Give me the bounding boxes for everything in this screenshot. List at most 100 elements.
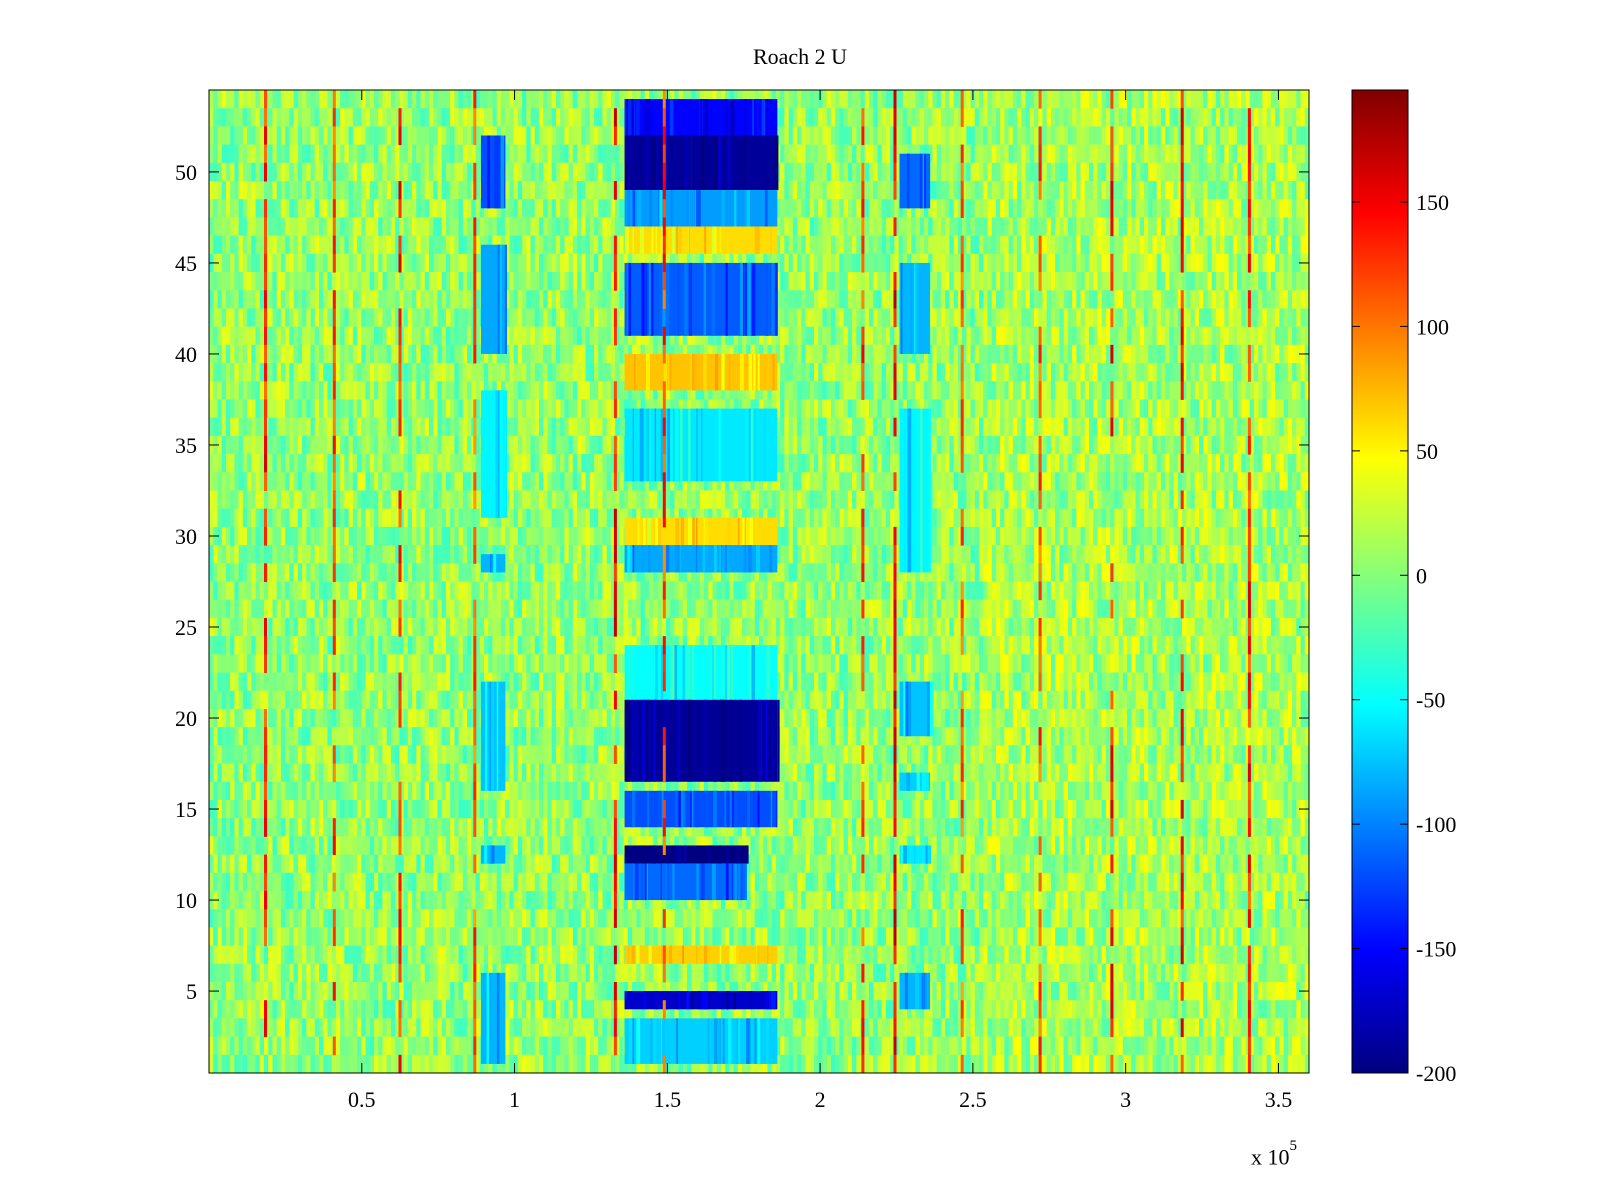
heat-cell	[441, 253, 447, 273]
heat-cell	[234, 435, 240, 455]
heat-cell	[619, 199, 625, 219]
heat-cell	[547, 290, 553, 310]
heat-cell	[259, 344, 265, 364]
heat-cell	[327, 363, 333, 382]
heat-cell	[259, 399, 265, 419]
heat-cell	[251, 253, 257, 273]
heat-cell	[310, 181, 316, 200]
heat-cell	[255, 235, 261, 255]
heat-cell	[712, 326, 718, 346]
heat-cell	[699, 381, 705, 401]
heat-cell	[1249, 326, 1255, 346]
heat-cell	[1156, 344, 1162, 364]
heat-cell	[953, 344, 959, 364]
heat-cell	[665, 326, 671, 346]
heat-cell	[467, 108, 472, 127]
heat-cell	[247, 253, 252, 273]
heat-cell	[302, 344, 307, 364]
heat-cell	[979, 326, 984, 346]
heat-cell	[775, 181, 781, 200]
heat-cell	[420, 399, 426, 419]
heat-cell	[534, 162, 540, 182]
heat-cell	[797, 344, 802, 364]
heat-cell	[1228, 326, 1234, 346]
heat-cell	[890, 344, 895, 364]
heat-cell	[902, 381, 908, 401]
heat-cell	[513, 308, 519, 328]
heat-cell	[1237, 326, 1242, 346]
heat-cell	[395, 272, 400, 291]
heat-cell	[1262, 199, 1268, 219]
heat-cell	[843, 181, 849, 200]
heat-cell	[1144, 344, 1149, 364]
heat-cell	[1055, 344, 1060, 364]
heat-cell	[441, 181, 447, 200]
heat-cell	[577, 162, 582, 182]
heat-cell	[1160, 417, 1166, 437]
heat-cell	[1241, 290, 1247, 310]
heat-cell	[1232, 381, 1238, 401]
heat-cell	[1241, 181, 1247, 200]
heat-cell	[522, 199, 527, 219]
heat-cell	[890, 272, 895, 291]
heat-cell	[1156, 399, 1162, 419]
heat-cell	[966, 326, 972, 346]
heat-cell	[314, 199, 320, 219]
heat-cell	[1139, 217, 1145, 237]
heat-cell	[1237, 162, 1242, 182]
heat-cell	[564, 272, 570, 291]
heat-cell	[534, 381, 540, 401]
heat-cell	[285, 435, 290, 455]
heat-cell	[615, 144, 620, 164]
heat-cell	[378, 144, 384, 164]
heat-cell	[805, 290, 811, 310]
heat-cell	[869, 326, 874, 346]
heat-cell	[1089, 417, 1094, 437]
heat-cell	[1224, 126, 1230, 146]
heat-cell	[924, 363, 929, 382]
heat-cell	[437, 162, 443, 182]
heat-cell	[1114, 199, 1120, 219]
heat-cell	[475, 90, 481, 109]
heat-cell	[1241, 272, 1247, 291]
heat-cell	[962, 126, 967, 146]
heat-cell	[1076, 217, 1082, 237]
heat-cell	[293, 90, 299, 109]
heat-cell	[458, 308, 464, 328]
heat-cell	[1012, 326, 1018, 346]
heat-cell	[1199, 90, 1204, 109]
heat-cell	[416, 308, 422, 328]
heat-cell	[1165, 363, 1170, 382]
heat-cell	[1266, 90, 1272, 109]
heat-cell	[1063, 326, 1069, 346]
heat-cell	[441, 290, 447, 310]
heat-cell	[1152, 363, 1158, 382]
heat-cell	[627, 381, 633, 401]
heat-cell	[500, 217, 506, 237]
heat-cell	[441, 272, 447, 291]
heat-cell	[285, 199, 290, 219]
heat-cell	[1165, 308, 1170, 328]
heat-cell	[437, 344, 443, 364]
heat-cell	[505, 199, 510, 219]
heat-cell	[962, 162, 967, 182]
heat-cell	[327, 326, 333, 346]
heat-cell	[1194, 235, 1200, 255]
heat-cell	[801, 235, 807, 255]
heat-cell	[1186, 126, 1192, 146]
heat-cell	[335, 399, 341, 419]
heat-cell	[970, 290, 976, 310]
heat-cell	[234, 290, 240, 310]
heat-cell	[919, 108, 925, 127]
heat-cell	[1029, 417, 1035, 437]
heat-cell	[809, 326, 815, 346]
heat-cell	[310, 108, 316, 127]
heat-cell	[1186, 399, 1192, 419]
heat-cell	[378, 308, 384, 328]
heat-cell	[1203, 108, 1209, 127]
heat-cell	[957, 126, 963, 146]
heat-cell	[1017, 308, 1022, 328]
heat-cell	[1089, 272, 1094, 291]
heat-cell	[606, 253, 612, 273]
heat-cell	[915, 344, 921, 364]
